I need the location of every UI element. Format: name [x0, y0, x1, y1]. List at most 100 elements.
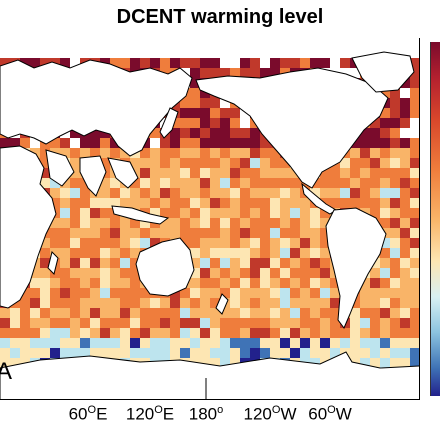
warming-cell	[80, 238, 90, 248]
warming-cell	[210, 118, 220, 128]
warming-cell	[200, 278, 210, 288]
warming-cell	[230, 358, 240, 368]
warming-cell	[250, 58, 260, 68]
warming-cell	[20, 308, 30, 318]
warming-cell	[50, 318, 60, 328]
warming-cell	[220, 158, 230, 168]
warming-cell	[210, 348, 220, 358]
warming-cell	[240, 178, 250, 188]
warming-cell	[370, 358, 380, 368]
warming-cell	[260, 198, 270, 208]
warming-cell	[350, 138, 360, 148]
warming-cell	[410, 338, 419, 348]
warming-cell	[210, 258, 220, 268]
warming-cell	[260, 258, 270, 268]
warming-cell	[190, 168, 200, 178]
warming-cell	[140, 338, 150, 348]
warming-cell	[30, 288, 40, 298]
warming-cell	[280, 228, 290, 238]
warming-cell	[280, 348, 290, 358]
warming-cell	[80, 338, 90, 348]
warming-cell	[60, 268, 70, 278]
warming-cell	[180, 338, 190, 348]
warming-cell	[350, 168, 360, 178]
warming-cell	[130, 228, 140, 238]
warming-cell	[180, 238, 190, 248]
warming-cell	[110, 318, 120, 328]
warming-cell	[80, 218, 90, 228]
warming-cell	[60, 148, 70, 158]
warming-cell	[310, 298, 320, 308]
warming-cell	[400, 148, 410, 158]
warming-cell	[270, 208, 280, 218]
warming-cell	[410, 158, 419, 168]
warming-cell	[310, 258, 320, 268]
warming-cell	[390, 158, 400, 168]
warming-cell	[250, 238, 260, 248]
warming-cell	[260, 208, 270, 218]
warming-cell	[400, 138, 410, 148]
warming-cell	[60, 328, 70, 338]
warming-cell	[40, 288, 50, 298]
warming-cell	[180, 188, 190, 198]
warming-cell	[160, 228, 170, 238]
warming-cell	[370, 128, 380, 138]
warming-cell	[360, 198, 370, 208]
warming-cell	[70, 338, 80, 348]
warming-cell	[260, 158, 270, 168]
se-asia-land	[107, 157, 139, 189]
warming-cell	[340, 328, 350, 338]
warming-cell	[60, 228, 70, 238]
warming-cell	[290, 58, 300, 68]
warming-cell	[110, 328, 120, 338]
warming-cell	[230, 238, 240, 248]
warming-cell	[360, 188, 370, 198]
warming-cell	[130, 278, 140, 288]
warming-cell	[180, 128, 190, 138]
warming-cell	[210, 148, 220, 158]
warming-cell	[190, 268, 200, 278]
warming-cell	[60, 138, 70, 148]
warming-cell	[130, 308, 140, 318]
warming-cell	[190, 138, 200, 148]
warming-cell	[360, 288, 370, 298]
new-zealand-land	[215, 293, 229, 315]
warming-cell	[20, 318, 30, 328]
warming-cell	[90, 198, 100, 208]
land-masses	[0, 51, 419, 399]
warming-cell	[410, 138, 419, 148]
warming-cell	[270, 338, 280, 348]
lon-label-180: 180o	[188, 404, 224, 424]
warming-cell	[150, 348, 160, 358]
warming-cell	[310, 308, 320, 318]
warming-cell	[210, 128, 220, 138]
warming-cell	[130, 238, 140, 248]
warming-cell	[380, 238, 390, 248]
warming-cell	[130, 58, 140, 68]
warming-cell	[250, 128, 260, 138]
warming-cell	[250, 278, 260, 288]
warming-cell	[70, 198, 80, 208]
warming-cell	[190, 198, 200, 208]
warming-cell	[60, 348, 70, 358]
warming-cell	[380, 298, 390, 308]
warming-cell	[50, 308, 60, 318]
warming-cell	[110, 268, 120, 278]
warming-cell	[320, 178, 330, 188]
warming-cell	[380, 188, 390, 198]
warming-cell	[330, 168, 340, 178]
warming-cell	[200, 258, 210, 268]
warming-cell	[390, 208, 400, 218]
warming-cell	[40, 268, 50, 278]
warming-cell	[300, 278, 310, 288]
warming-cell	[290, 318, 300, 328]
warming-cell	[110, 138, 120, 148]
warming-cell	[70, 318, 80, 328]
warming-cell	[60, 318, 70, 328]
warming-cell	[320, 168, 330, 178]
warming-cell	[30, 308, 40, 318]
warming-cell	[210, 318, 220, 328]
warming-cell	[190, 298, 200, 308]
warming-cell	[410, 238, 419, 248]
warming-cell	[70, 218, 80, 228]
